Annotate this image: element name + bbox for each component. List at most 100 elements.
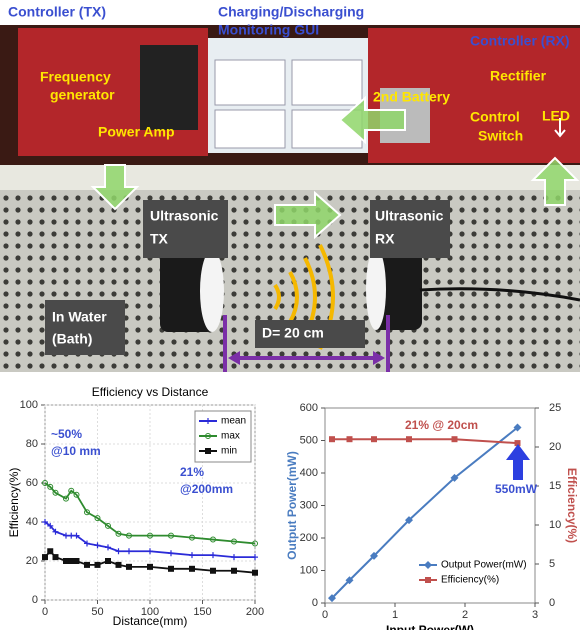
marker [126,564,132,570]
marker [47,548,53,554]
photo: Controller (TX) Charging/Discharging Mon… [0,4,580,372]
marker [252,554,258,560]
label: Rectifier [490,68,547,84]
y2-tick-label: 10 [549,519,561,531]
marker [231,554,237,560]
marker [452,436,458,442]
marker [53,554,59,560]
annotation: @200mm [180,482,233,496]
marker [95,562,101,568]
callout-arrow [506,444,530,480]
marker [84,562,90,568]
y2-tick-label: 15 [549,480,561,492]
label: Control [470,109,520,125]
y-tick-label: 600 [300,402,318,414]
legend-label: mean [221,416,246,427]
marker [68,533,74,539]
legend-label: Output Power(mW) [441,560,527,571]
label: In Water [52,309,107,325]
y-tick-label: 300 [300,499,318,511]
label: (Bath) [52,331,92,347]
marker [105,544,111,550]
figure: Controller (TX) Charging/Discharging Mon… [0,0,580,630]
label: Monitoring GUI [218,22,319,38]
marker [329,436,335,442]
label: Ultrasonic [150,208,219,224]
y-tick-label: 100 [300,564,318,576]
series-line [332,439,518,443]
marker [147,564,153,570]
y-tick-label: 500 [300,434,318,446]
label: Power Amp [98,124,175,140]
marker [168,566,174,572]
y-tick-label: 40 [26,516,38,528]
marker [116,562,122,568]
legend-label: max [221,431,240,442]
marker [147,548,153,554]
y-tick-label: 0 [32,594,38,606]
marker [231,568,237,574]
label: Frequency [40,69,111,85]
marker [189,566,195,572]
marker [205,448,211,454]
y-tick-label: 100 [20,399,38,411]
marker [406,436,412,442]
x-tick-label: 3 [532,609,538,621]
y2-tick-label: 20 [549,441,561,453]
annotation: @10 mm [51,444,101,458]
marker [126,548,132,554]
label: Controller (TX) [8,4,106,20]
power-amp [140,45,198,130]
y-tick-label: 400 [300,467,318,479]
marker [68,558,74,564]
annotation: 21% [180,465,204,479]
marker [252,570,258,576]
label: LED [542,108,570,124]
marker [63,533,69,539]
y2-tick-label: 0 [549,597,555,609]
x-tick-label: 50 [91,606,103,618]
marker [210,552,216,558]
label: TX [150,231,169,247]
label: D= 20 cm [262,325,324,341]
y-tick-label: 200 [300,532,318,544]
label: 2nd Battery [373,89,450,105]
x-tick-label: 0 [42,606,48,618]
marker [74,558,80,564]
x-axis-label: Distance(mm) [113,614,188,628]
y2-axis-label: Efficiency(%) [565,468,579,543]
y-tick-label: 80 [26,438,38,450]
marker [371,436,377,442]
y-tick-label: 0 [312,597,318,609]
marker [116,548,122,554]
marker [210,568,216,574]
y2-tick-label: 25 [549,402,561,414]
legend-label: Efficiency(%) [441,575,499,586]
marker [42,554,48,560]
y-tick-label: 20 [26,555,38,567]
x-axis-label: Input Power(W) [386,623,474,630]
label: RX [375,231,395,247]
legend-label: min [221,446,237,457]
label: generator [50,87,115,103]
x-tick-label: 0 [322,609,328,621]
annotation: 550mW [495,482,538,496]
x-tick-label: 2 [462,609,468,621]
marker [95,542,101,548]
marker [189,552,195,558]
marker [347,436,353,442]
label: Switch [478,128,523,144]
y-tick-label: 60 [26,477,38,489]
y-axis-label: Efficiency(%) [7,468,21,538]
x-tick-label: 200 [246,606,264,618]
chart-title: Efficiency vs Distance [92,385,209,399]
x-tick-label: 150 [193,606,211,618]
marker [425,577,431,583]
marker [63,558,69,564]
annotation: 21% @ 20cm [405,418,478,432]
annotation: ~50% [51,427,82,441]
label: Controller (RX) [470,33,570,49]
marker [105,558,111,564]
y-axis-label: Output Power(mW) [285,451,299,560]
page: Controller (TX) Charging/Discharging Mon… [0,0,580,630]
